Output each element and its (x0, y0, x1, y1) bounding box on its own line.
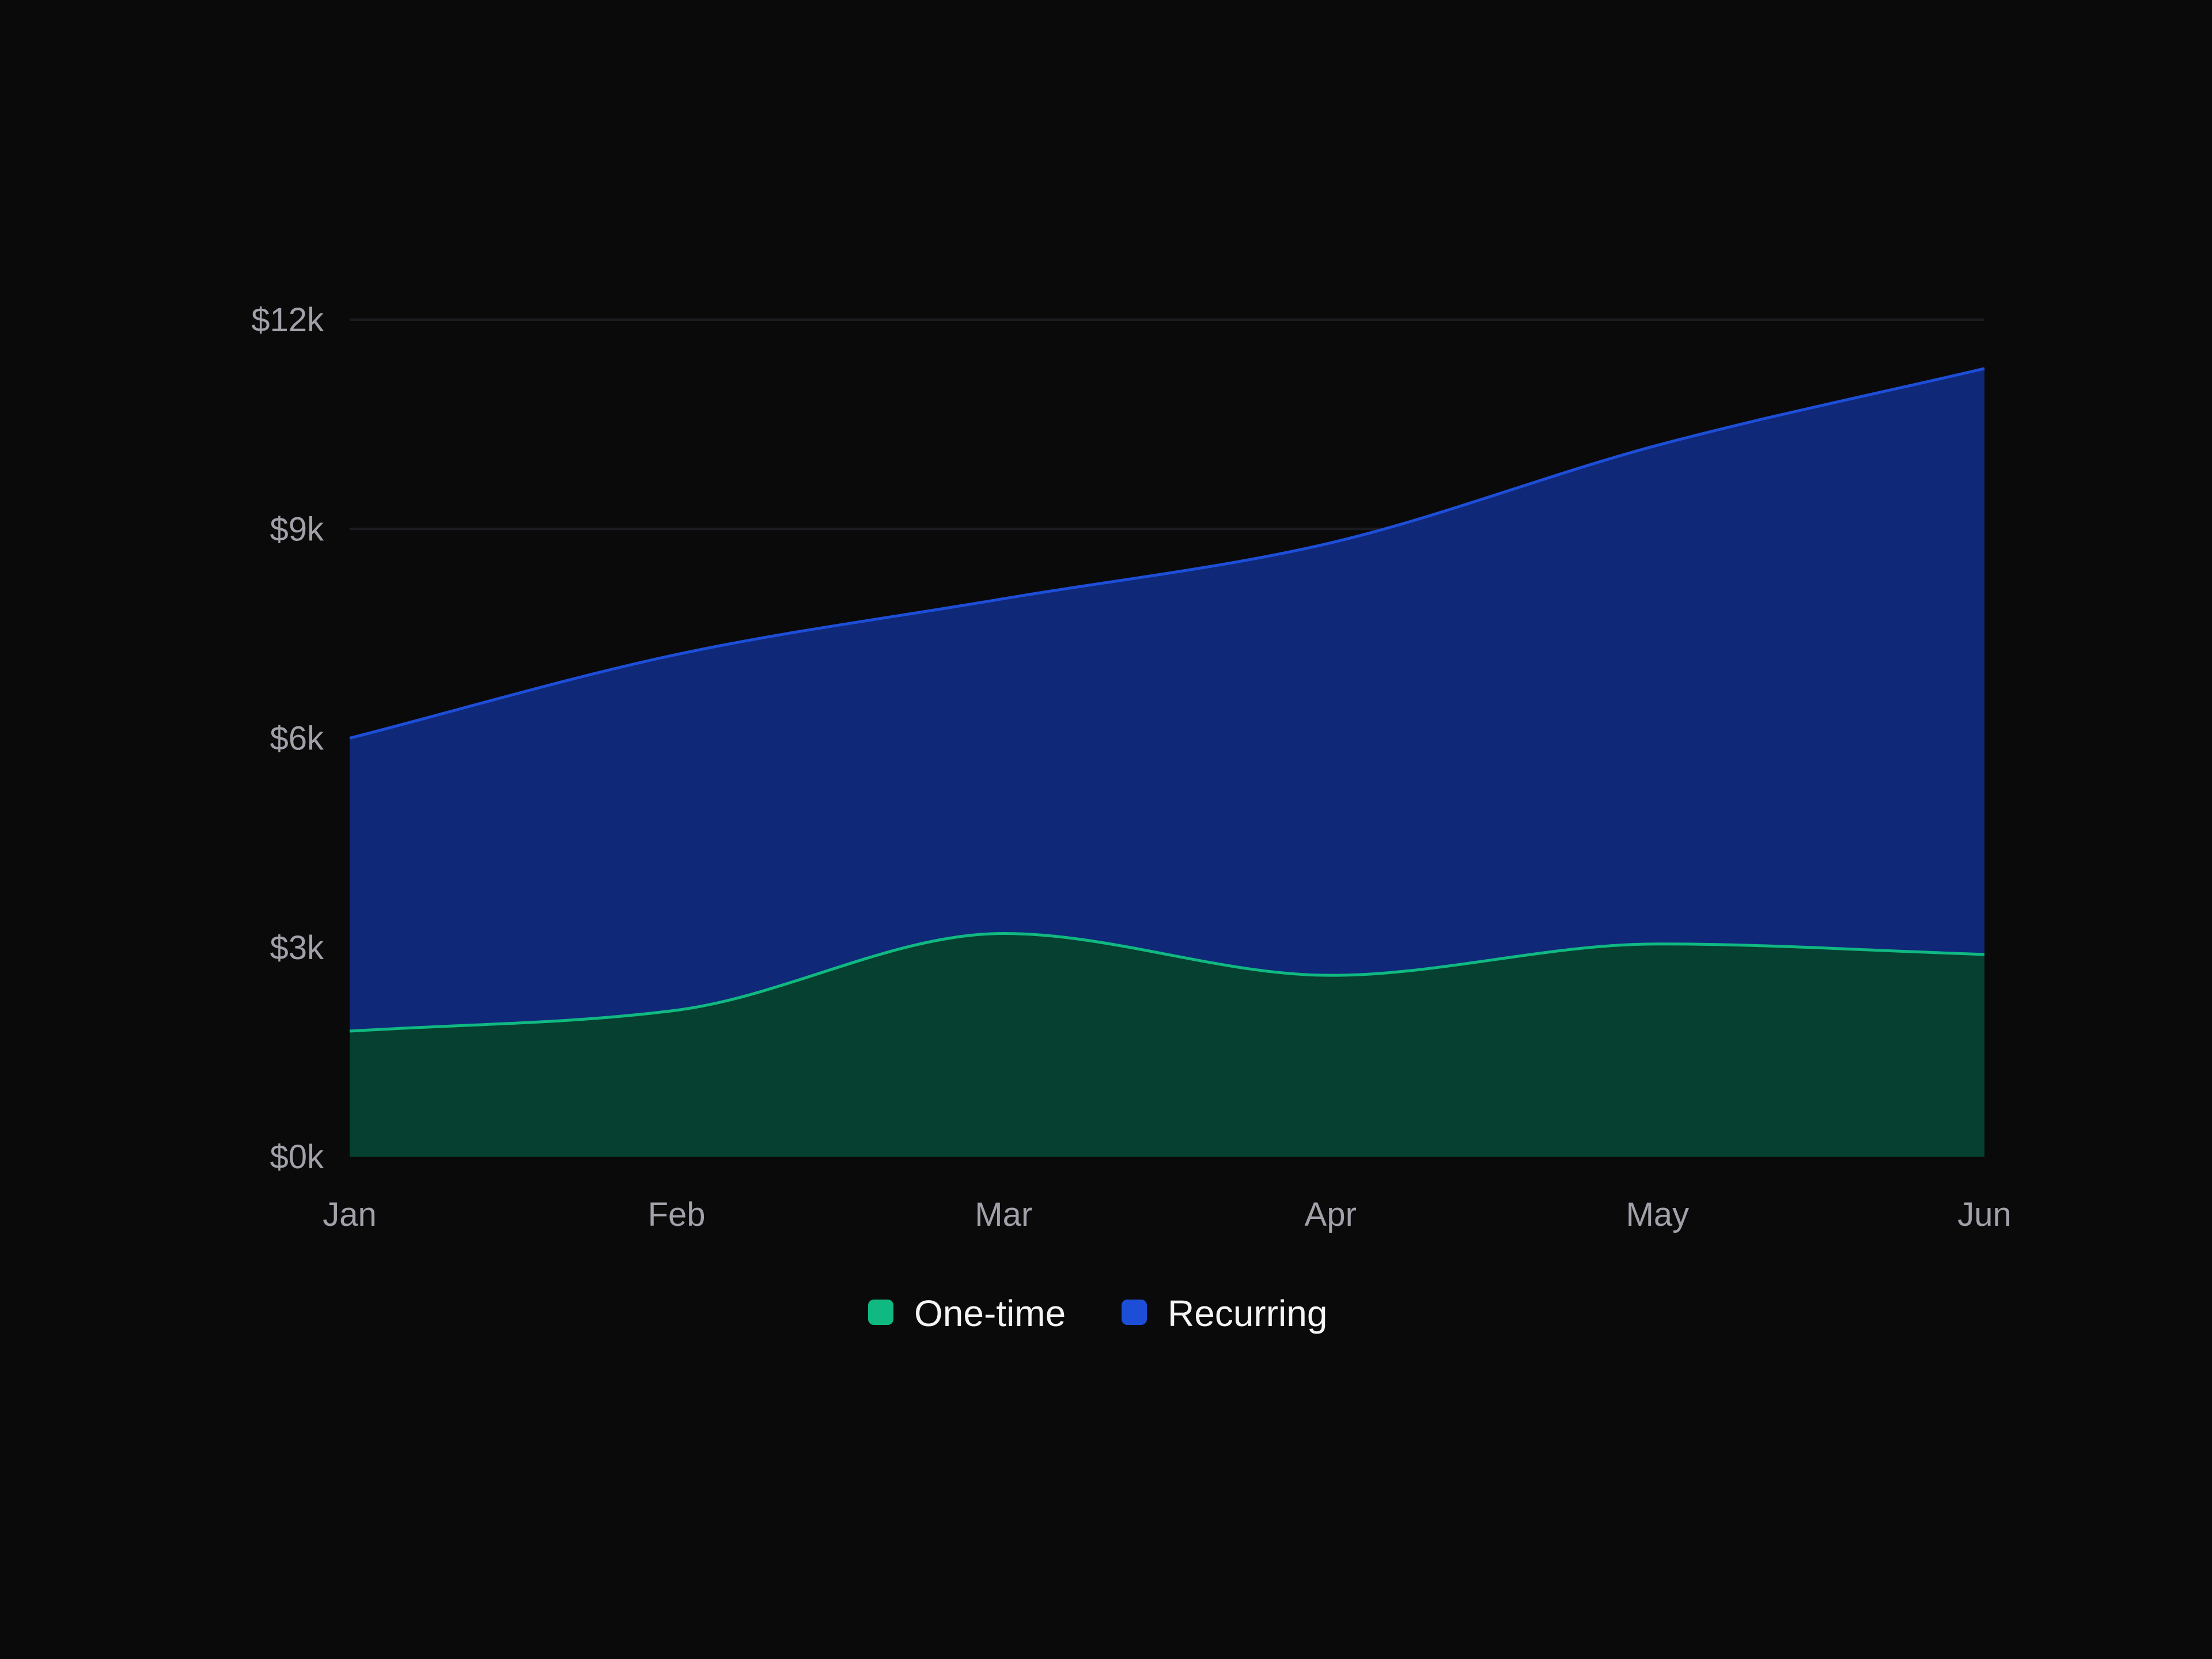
area-layer (350, 368, 1984, 1157)
legend: One-time Recurring (868, 1293, 1327, 1334)
x-tick-label: Feb (648, 1196, 706, 1233)
legend-item-one-time[interactable]: One-time (868, 1293, 1066, 1334)
y-tick-label: $0k (270, 1138, 324, 1176)
y-tick-label: $9k (270, 510, 324, 548)
x-tick-label: Mar (975, 1196, 1032, 1233)
legend-swatch (868, 1300, 893, 1325)
area-recurring (350, 368, 1984, 1032)
x-tick-label: Jan (323, 1196, 377, 1233)
legend-swatch (1122, 1300, 1147, 1325)
line-recurring (349, 367, 1985, 740)
y-axis: $0k $3k $6k $9k $12k (251, 301, 324, 1176)
area-one-time (350, 933, 1984, 1157)
line-layer (349, 367, 1985, 1033)
line-one-time (349, 932, 1985, 1033)
legend-label: One-time (914, 1293, 1066, 1334)
y-tick-label: $12k (251, 301, 324, 339)
x-axis: Jan Feb Mar Apr May Jun (323, 1196, 2012, 1233)
legend-label: Recurring (1168, 1293, 1327, 1334)
y-tick-label: $3k (270, 929, 324, 967)
y-tick-label: $6k (270, 720, 324, 757)
x-tick-label: Jun (1957, 1196, 2012, 1233)
legend-item-recurring[interactable]: Recurring (1122, 1293, 1327, 1334)
x-tick-label: Apr (1305, 1196, 1357, 1233)
x-tick-label: May (1626, 1196, 1690, 1233)
